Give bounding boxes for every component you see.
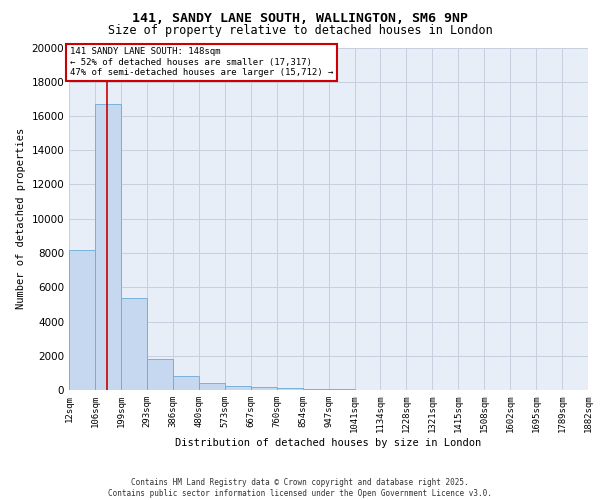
Y-axis label: Number of detached properties: Number of detached properties — [16, 128, 26, 310]
Text: Size of property relative to detached houses in London: Size of property relative to detached ho… — [107, 24, 493, 37]
Bar — [69, 250, 95, 390]
X-axis label: Distribution of detached houses by size in London: Distribution of detached houses by size … — [175, 438, 482, 448]
Text: Contains HM Land Registry data © Crown copyright and database right 2025.
Contai: Contains HM Land Registry data © Crown c… — [108, 478, 492, 498]
Bar — [224, 386, 251, 390]
Bar — [95, 104, 121, 390]
Bar — [173, 376, 199, 390]
Bar — [302, 389, 329, 390]
Bar — [147, 359, 173, 390]
Bar — [121, 298, 147, 390]
Bar — [251, 388, 277, 390]
Bar — [277, 388, 302, 390]
Text: 141, SANDY LANE SOUTH, WALLINGTON, SM6 9NP: 141, SANDY LANE SOUTH, WALLINGTON, SM6 9… — [132, 12, 468, 26]
Text: 141 SANDY LANE SOUTH: 148sqm
← 52% of detached houses are smaller (17,317)
47% o: 141 SANDY LANE SOUTH: 148sqm ← 52% of de… — [70, 48, 333, 78]
Bar — [199, 383, 224, 390]
